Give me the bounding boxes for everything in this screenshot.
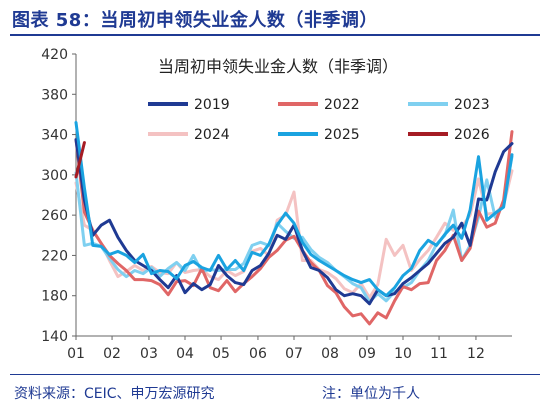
footer-rule bbox=[10, 374, 540, 375]
x-tick-label: 05 bbox=[212, 346, 230, 362]
line-chart: 140 180 220 260 300 340 380 420 01 02 03 04 05 06 07 08… bbox=[41, 47, 514, 362]
series-line-2025 bbox=[74, 121, 514, 298]
legend-label-2023: 2023 bbox=[454, 97, 490, 113]
y-tick-label: 180 bbox=[41, 289, 68, 305]
legend-label-2026: 2026 bbox=[454, 127, 490, 143]
legend-label-2024: 2024 bbox=[194, 127, 230, 143]
legend-label-2019: 2019 bbox=[194, 97, 230, 113]
legend-label-2022: 2022 bbox=[324, 97, 360, 113]
x-tick-label: 06 bbox=[249, 346, 267, 362]
x-tick-label: 04 bbox=[176, 346, 194, 362]
unit-note: 注：单位为千人 bbox=[322, 386, 420, 402]
legend-label-2025: 2025 bbox=[324, 127, 360, 143]
x-tick-label: 12 bbox=[467, 346, 485, 362]
x-tick-label: 08 bbox=[321, 346, 339, 362]
chart-axes: 140 180 220 260 300 340 380 420 01 02 03 04 05 06 07 08… bbox=[41, 47, 512, 362]
x-tick-label: 02 bbox=[103, 346, 121, 362]
y-tick-label: 380 bbox=[41, 87, 68, 103]
chart-series bbox=[74, 121, 514, 326]
y-tick-label: 340 bbox=[41, 128, 68, 144]
series-line-2026 bbox=[74, 141, 86, 179]
y-tick-label: 300 bbox=[41, 168, 68, 184]
y-tick-label: 260 bbox=[41, 208, 68, 224]
series-line-2022 bbox=[74, 130, 514, 326]
chart-legend: 2019 2022 2023 2024 2025 2026 bbox=[148, 97, 490, 143]
chart-title: 当周初申领失业金人数（非季调） bbox=[158, 57, 398, 76]
source-note: 资料来源：CEIC、申万宏源研究 bbox=[14, 386, 215, 402]
x-tick-label: 07 bbox=[285, 346, 303, 362]
x-tick-label: 03 bbox=[140, 346, 158, 362]
y-tick-label: 420 bbox=[41, 47, 68, 63]
y-tick-label: 140 bbox=[41, 329, 68, 345]
x-tick-label: 09 bbox=[358, 346, 376, 362]
title-rule bbox=[10, 34, 540, 36]
x-tick-label: 10 bbox=[394, 346, 412, 362]
x-tick-label: 11 bbox=[430, 346, 448, 362]
y-tick-label: 220 bbox=[41, 248, 68, 264]
x-tick-label: 01 bbox=[67, 346, 85, 362]
figure-title: 图表 58：当周初申领失业金人数（非季调） bbox=[12, 10, 378, 31]
